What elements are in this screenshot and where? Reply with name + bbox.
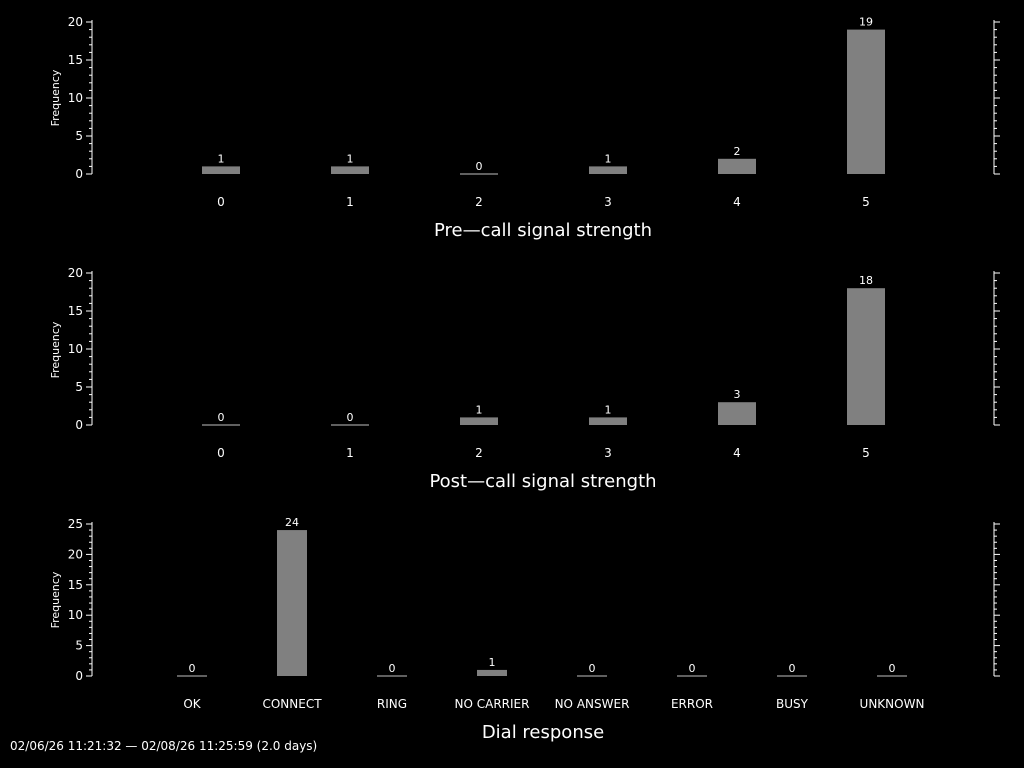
bar xyxy=(589,166,627,174)
x-tick-label: 0 xyxy=(217,446,225,460)
data-label: 1 xyxy=(476,403,483,416)
x-tick-label: BUSY xyxy=(776,697,809,711)
data-label: 0 xyxy=(789,662,796,675)
y-tick-label: 10 xyxy=(68,91,83,105)
data-label: 0 xyxy=(889,662,896,675)
y-tick-label: 20 xyxy=(68,266,83,280)
data-label: 3 xyxy=(734,388,741,401)
x-tick-label: NO CARRIER xyxy=(455,697,530,711)
x-tick-label: UNKNOWN xyxy=(860,697,925,711)
bar xyxy=(277,530,307,676)
data-label: 24 xyxy=(285,516,299,529)
bar xyxy=(718,158,756,174)
x-tick-label: CONNECT xyxy=(262,697,322,711)
data-label: 1 xyxy=(489,656,496,669)
y-tick-label: 10 xyxy=(68,342,83,356)
chart-panel-2: 0 5 10 15 20 Frequency 0 0 0 1 1 2 1 3 3 4 18 5 Post—call … xyxy=(49,266,1000,492)
x-tick-label: 5 xyxy=(862,195,870,209)
x-axis-label: Post—call signal strength xyxy=(429,471,656,492)
bar xyxy=(460,417,498,425)
data-label: 0 xyxy=(476,160,483,173)
x-tick-label: 4 xyxy=(733,195,741,209)
x-tick-label: ERROR xyxy=(671,697,713,711)
y-tick-label: 0 xyxy=(75,418,83,432)
bar xyxy=(847,29,885,174)
bar xyxy=(477,669,507,676)
y-tick-label: 10 xyxy=(68,608,83,622)
y-tick-label: 15 xyxy=(68,578,83,592)
bar xyxy=(202,166,240,174)
x-tick-label: NO ANSWER xyxy=(555,697,630,711)
bar xyxy=(847,288,885,425)
y-axis-label: Frequency xyxy=(49,69,62,126)
x-tick-label: 3 xyxy=(604,446,612,460)
x-tick-label: 2 xyxy=(475,446,483,460)
y-tick-label: 0 xyxy=(75,669,83,683)
x-tick-label: 1 xyxy=(346,195,354,209)
bar xyxy=(718,402,756,425)
y-tick-label: 25 xyxy=(68,517,83,531)
x-tick-label: 4 xyxy=(733,446,741,460)
data-label: 18 xyxy=(859,274,873,287)
x-tick-label: 5 xyxy=(862,446,870,460)
data-label: 0 xyxy=(189,662,196,675)
y-tick-label: 5 xyxy=(75,639,83,653)
chart-panel-3: 0 5 10 15 20 25 Frequency 0 OK 24 CONNECT 0 RING 1 NO … xyxy=(49,516,1000,743)
x-tick-label: 0 xyxy=(217,195,225,209)
data-label: 1 xyxy=(605,403,612,416)
x-tick-label: RING xyxy=(377,697,407,711)
y-tick-label: 20 xyxy=(68,547,83,561)
y-tick-label: 5 xyxy=(75,129,83,143)
x-tick-label: 2 xyxy=(475,195,483,209)
data-label: 0 xyxy=(218,411,225,424)
y-tick-label: 0 xyxy=(75,167,83,181)
x-tick-label: OK xyxy=(183,697,201,711)
data-label: 2 xyxy=(734,145,741,158)
data-label: 1 xyxy=(605,152,612,165)
data-label: 1 xyxy=(347,152,354,165)
data-label: 0 xyxy=(589,662,596,675)
y-tick-label: 15 xyxy=(68,53,83,67)
y-axis-label: Frequency xyxy=(49,571,62,628)
data-label: 0 xyxy=(389,662,396,675)
data-label: 0 xyxy=(689,662,696,675)
x-tick-label: 1 xyxy=(346,446,354,460)
bar xyxy=(589,417,627,425)
x-axis-label: Pre—call signal strength xyxy=(434,220,652,241)
x-axis-label: Dial response xyxy=(482,722,604,743)
data-label: 1 xyxy=(218,152,225,165)
y-axis-label: Frequency xyxy=(49,321,62,378)
x-tick-label: 3 xyxy=(604,195,612,209)
date-range-footer: 02/06/26 11:21:32 — 02/08/26 11:25:59 (2… xyxy=(10,739,318,753)
y-tick-label: 5 xyxy=(75,380,83,394)
y-tick-label: 15 xyxy=(68,304,83,318)
bar xyxy=(331,166,369,174)
data-label: 19 xyxy=(859,16,873,29)
data-label: 0 xyxy=(347,411,354,424)
y-tick-label: 20 xyxy=(68,15,83,29)
